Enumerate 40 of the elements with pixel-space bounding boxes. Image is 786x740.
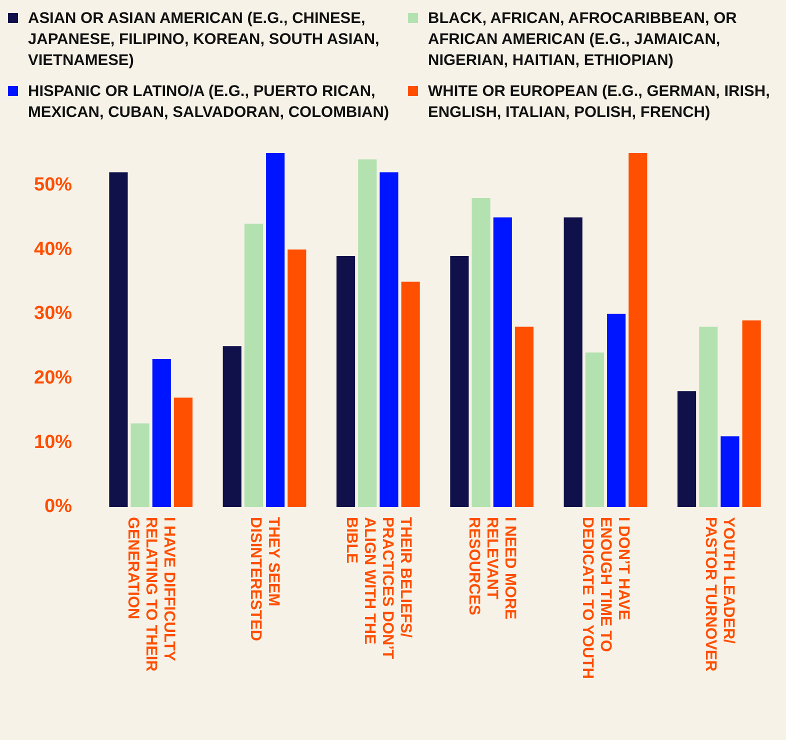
y-tick-label: 10%	[34, 432, 72, 453]
bar	[450, 256, 469, 507]
bar	[628, 153, 648, 507]
x-tick-label: THEIR BELIEFS/ PRACTICES DON’T ALIGN WITH THE BIBLE	[342, 517, 414, 660]
bar	[358, 159, 377, 507]
y-tick-label: 50%	[34, 174, 72, 196]
bar	[699, 326, 718, 507]
x-tick-label: I HAVE DIFFICULTY RELATING TO THEIR GENERATION	[124, 517, 178, 672]
legend-label: HISPANIC OR LATINO/A (E.G., PUERTO RICAN, MEXICAN, CUBAN, SALVADORAN, COLOMBIAN)	[28, 82, 390, 123]
bar	[742, 320, 761, 507]
legend-label: ASIAN OR ASIAN AMERICAN (E.G., CHINESE, JAPANESE, FILIPINO, KOREAN, SOUTH ASIAN, VIETNAMESE)	[28, 9, 380, 71]
bar	[336, 256, 356, 507]
bar	[266, 153, 285, 507]
y-tick-label: 20%	[34, 368, 72, 389]
bar	[152, 358, 171, 507]
bar	[514, 326, 534, 507]
y-tick-label: 40%	[34, 238, 72, 260]
bar	[380, 172, 398, 507]
bar	[288, 250, 306, 507]
x-tick-label: I NEED MORE RELEVANT RESOURCES	[466, 517, 519, 620]
bar	[493, 217, 512, 507]
bar	[174, 398, 193, 507]
bar	[720, 436, 740, 507]
bar	[222, 346, 242, 507]
bar	[585, 352, 604, 507]
bar	[130, 423, 150, 507]
bar	[472, 198, 490, 507]
x-tick-label: THEY SEEM DISINTERESTED	[247, 517, 282, 642]
x-tick-label: I DON’T HAVE ENOUGH TIME TO DEDICATE TO YOUTH	[579, 517, 632, 679]
bar	[244, 224, 264, 507]
bar	[564, 217, 582, 507]
x-tick-label: YOUTH LEADER/ PASTOR TURNOVER	[702, 517, 737, 672]
bar	[607, 314, 626, 507]
y-tick-label: 0%	[44, 496, 72, 518]
bar	[401, 282, 420, 507]
y-tick-label: 30%	[34, 303, 72, 324]
bar	[677, 391, 696, 507]
bar	[109, 172, 128, 507]
legend-label: BLACK, AFRICAN, AFROCARIBBEAN, OR AFRICAN AMERICAN (E.G., JAMAICAN, NIGERIAN, HAITIAN, ETHIOPIAN)	[428, 9, 738, 71]
legend-label: WHITE OR EUROPEAN (E.G., GERMAN, IRISH, ENGLISH, ITALIAN, POLISH, FRENCH)	[428, 82, 771, 123]
